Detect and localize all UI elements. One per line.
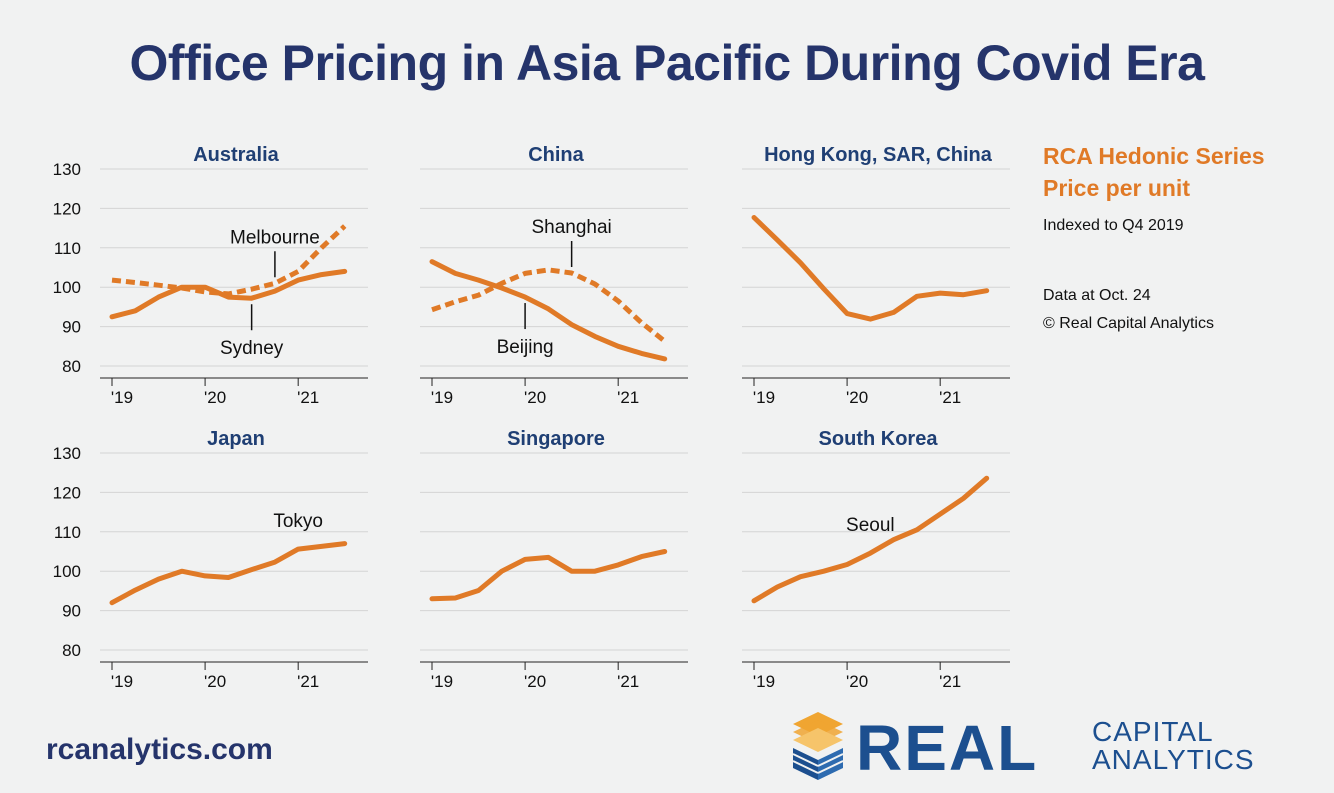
panel-title: Hong Kong, SAR, China <box>764 144 993 166</box>
logo-word: REAL <box>856 712 1038 784</box>
logo-line-1: CAPITAL <box>1092 716 1214 747</box>
y-tick-label: 130 <box>53 444 81 463</box>
x-tick-label: '21 <box>297 672 319 691</box>
y-tick-label: 80 <box>62 641 81 660</box>
x-tick-label: '19 <box>111 672 133 691</box>
legend-series-subtitle: Price per unit <box>1043 175 1190 201</box>
x-tick-label: '21 <box>939 388 961 407</box>
x-tick-label: '21 <box>617 388 639 407</box>
annotation-label: Melbourne <box>230 227 320 248</box>
chart-panel-4: Singapore '19 '20 '21 <box>420 428 688 691</box>
y-tick-label: 100 <box>53 562 81 581</box>
legend-data-date: Data at Oct. 24 <box>1043 287 1151 304</box>
legend-series-title: RCA Hedonic Series <box>1043 143 1265 169</box>
x-tick-label: '20 <box>204 672 226 691</box>
x-tick-label: '20 <box>524 672 546 691</box>
x-tick-label: '20 <box>846 672 868 691</box>
y-tick-label: 90 <box>62 602 81 621</box>
y-tick-label: 80 <box>62 357 81 376</box>
y-tick-label: 120 <box>53 199 81 218</box>
annotation-label: Beijing <box>497 337 554 358</box>
y-tick-label: 120 <box>53 483 81 502</box>
chart-panel-3: Japan 80 90 100 110 120 130 '19 '20 '21 Tokyo <box>53 428 368 691</box>
annotation-label: Shanghai <box>531 217 611 238</box>
site-url-link[interactable]: rcanalytics.com <box>46 733 273 766</box>
series-line-sydney <box>109 268 348 320</box>
annotation-label: Seoul <box>846 515 895 536</box>
legend-copyright: © Real Capital Analytics <box>1043 315 1214 332</box>
y-tick-label: 100 <box>53 278 81 297</box>
series-line-seoul <box>751 475 990 604</box>
y-tick-label: 90 <box>62 318 81 337</box>
x-tick-label: '19 <box>753 672 775 691</box>
page-title: Office Pricing in Asia Pacific During Co… <box>129 35 1205 91</box>
panel-title: Australia <box>193 144 279 166</box>
series-line-index <box>751 215 990 322</box>
chart-panel-5: South Korea '19 '20 '21 Seoul <box>742 428 1010 691</box>
panel-title: Singapore <box>507 428 605 450</box>
x-tick-label: '21 <box>617 672 639 691</box>
x-tick-label: '20 <box>846 388 868 407</box>
x-tick-label: '20 <box>524 388 546 407</box>
series-line-shanghai <box>431 267 667 344</box>
x-tick-label: '20 <box>204 388 226 407</box>
x-tick-label: '19 <box>753 388 775 407</box>
series-line-tokyo <box>109 541 348 606</box>
y-tick-label: 110 <box>54 523 81 542</box>
chart-panel-2: Hong Kong, SAR, China '19 '20 '21 <box>742 144 1010 407</box>
company-logo: REAL CAPITAL ANALYTICS <box>792 712 1255 784</box>
series-line-beijing <box>429 259 668 362</box>
annotation-label: Sydney <box>220 338 284 359</box>
y-tick-label: 130 <box>53 160 81 179</box>
legend-index-note: Indexed to Q4 2019 <box>1043 217 1184 234</box>
chart-panel-0: Australia 80 90 100 110 120 130 '19 '20 '21 Melbou… <box>53 144 368 407</box>
series-line-melbourne <box>111 224 347 297</box>
panel-title: Japan <box>207 428 265 450</box>
annotation-label: Tokyo <box>273 511 323 532</box>
series-line-index <box>429 549 668 602</box>
panel-title: China <box>528 144 584 166</box>
y-tick-label: 110 <box>54 239 81 258</box>
x-tick-label: '19 <box>111 388 133 407</box>
panel-title: South Korea <box>819 428 939 450</box>
x-tick-label: '19 <box>431 672 453 691</box>
x-tick-label: '21 <box>297 388 319 407</box>
x-tick-label: '19 <box>431 388 453 407</box>
x-tick-label: '21 <box>939 672 961 691</box>
logo-line-2: ANALYTICS <box>1092 744 1255 775</box>
chart-panel-1: China '19 '20 '21 Shanghai Beijing <box>420 144 688 407</box>
building-mark-icon <box>792 712 844 780</box>
